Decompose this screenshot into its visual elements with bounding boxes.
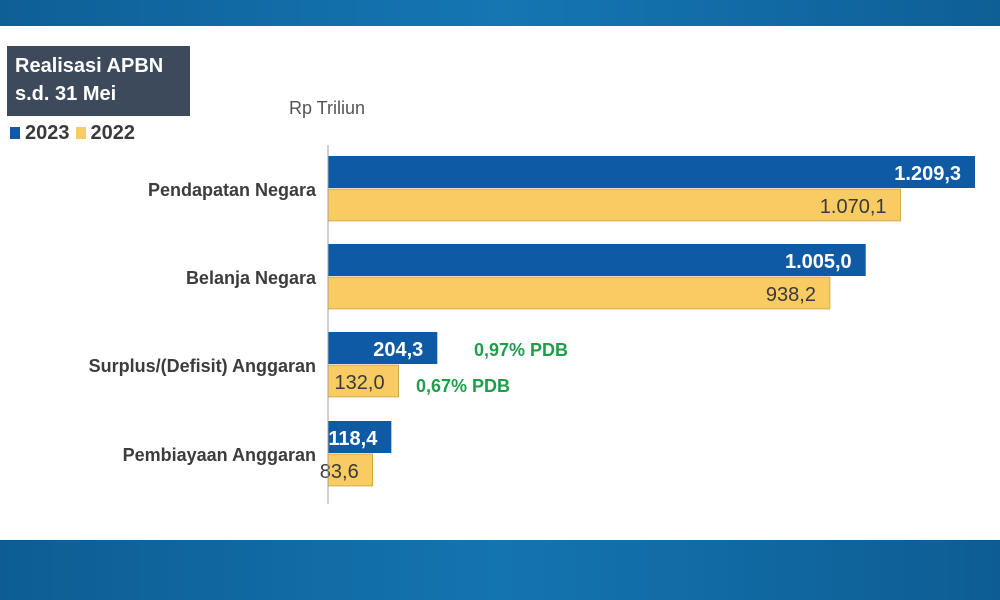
legend-item-2022: 2022 bbox=[75, 121, 136, 145]
data-label-2022-pendapatan-negara: 1.070,1 bbox=[820, 196, 887, 218]
bar-2022-pendapatan-negara bbox=[327, 188, 901, 222]
legend-swatch-2022 bbox=[75, 127, 86, 139]
annotation-pdb-2022: 0,67% PDB bbox=[416, 376, 510, 396]
bottom-banner bbox=[0, 540, 1000, 600]
bar-2022-belanja-negara bbox=[327, 276, 831, 310]
chart-legend: 2023 2022 bbox=[10, 121, 141, 145]
data-label-2022-belanja-negara: 938,2 bbox=[766, 284, 816, 306]
bar-2023-surplus-defisit-anggaran bbox=[328, 332, 438, 364]
chart-title-line-2: s.d. 31 Mei bbox=[15, 83, 117, 105]
bar-2023-belanja-negara bbox=[328, 244, 866, 276]
bar-2022-surplus-defisit-anggaran bbox=[327, 364, 399, 398]
annotation-pdb-2023: 0,97% PDB bbox=[474, 340, 568, 360]
top-banner bbox=[0, 0, 1000, 26]
category-label-pembiayaan-anggaran: Pembiayaan Anggaran bbox=[123, 445, 316, 465]
data-label-2022-pembiayaan-anggaran: 83,6 bbox=[320, 461, 359, 483]
bar-2022-pembiayaan-anggaran bbox=[327, 453, 374, 487]
data-label-2023-pendapatan-negara: 1.209,3 bbox=[894, 163, 961, 185]
data-label-2023-belanja-negara: 1.005,0 bbox=[785, 251, 852, 273]
legend-item-2023: 2023 bbox=[10, 122, 70, 145]
chart-title-box: Realisasi APBN s.d. 31 Mei bbox=[7, 46, 190, 116]
bar-2023-pendapatan-negara bbox=[328, 156, 975, 188]
data-label-2022-surplus-defisit-anggaran: 132,0 bbox=[335, 372, 385, 394]
legend-label-2022: 2022 bbox=[90, 121, 136, 144]
legend-swatch-2023 bbox=[10, 127, 20, 139]
category-label-pendapatan-negara: Pendapatan Negara bbox=[148, 180, 317, 200]
category-label-belanja-negara: Belanja Negara bbox=[186, 268, 317, 288]
data-label-2023-pembiayaan-anggaran: 118,4 bbox=[328, 428, 378, 450]
category-label-surplus-defisit-anggaran: Surplus/(Defisit) Anggaran bbox=[89, 356, 316, 376]
unit-label: Rp Triliun bbox=[289, 98, 366, 118]
chart-title-line-1: Realisasi APBN bbox=[15, 55, 164, 77]
bar-2023-pembiayaan-anggaran bbox=[328, 421, 392, 453]
legend-label-2023: 2023 bbox=[25, 121, 70, 144]
data-label-2023-surplus-defisit-anggaran: 204,3 bbox=[373, 339, 423, 361]
